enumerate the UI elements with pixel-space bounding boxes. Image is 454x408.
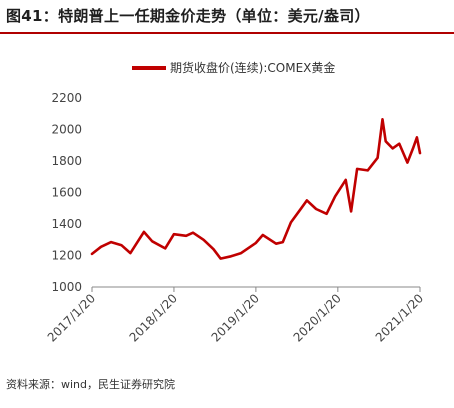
plot-area bbox=[90, 118, 422, 260]
x-tick-label: 2017/1/20 bbox=[45, 291, 98, 344]
legend: 期货收盘价(连续):COMEX黄金 bbox=[132, 60, 335, 75]
gold-price-chart: 期货收盘价(连续):COMEX黄金 1000 1200 1400 1600 1800 20… bbox=[45, 60, 426, 345]
x-tick-label: 2019/1/20 bbox=[209, 291, 262, 344]
source-note: 资料来源：wind，民生证券研究院 bbox=[6, 378, 176, 391]
x-axis: 2017/1/20 2018/1/20 2019/1/20 2020/1/20 2021… bbox=[45, 286, 426, 345]
y-axis: 1000 1200 1400 1600 1800 2000 2200 bbox=[51, 91, 82, 294]
x-tick-label: 2020/1/20 bbox=[291, 291, 344, 344]
y-tick-label: 1800 bbox=[51, 154, 82, 168]
x-tick-label: 2018/1/20 bbox=[127, 291, 180, 344]
title-rule bbox=[0, 32, 454, 34]
y-tick-label: 2200 bbox=[51, 91, 82, 105]
y-tick-label: 2000 bbox=[51, 123, 82, 137]
y-tick-label: 1400 bbox=[51, 217, 82, 231]
x-tick-label: 2021/1/20 bbox=[373, 291, 426, 344]
legend-label: 期货收盘价(连续):COMEX黄金 bbox=[170, 60, 335, 75]
series-line-comex-gold bbox=[90, 118, 422, 260]
figure-title: 图41：特朗普上一任期金价走势（单位：美元/盎司） bbox=[6, 7, 370, 25]
y-tick-label: 1000 bbox=[51, 280, 82, 294]
y-tick-label: 1600 bbox=[51, 186, 82, 200]
y-tick-label: 1200 bbox=[51, 249, 82, 263]
